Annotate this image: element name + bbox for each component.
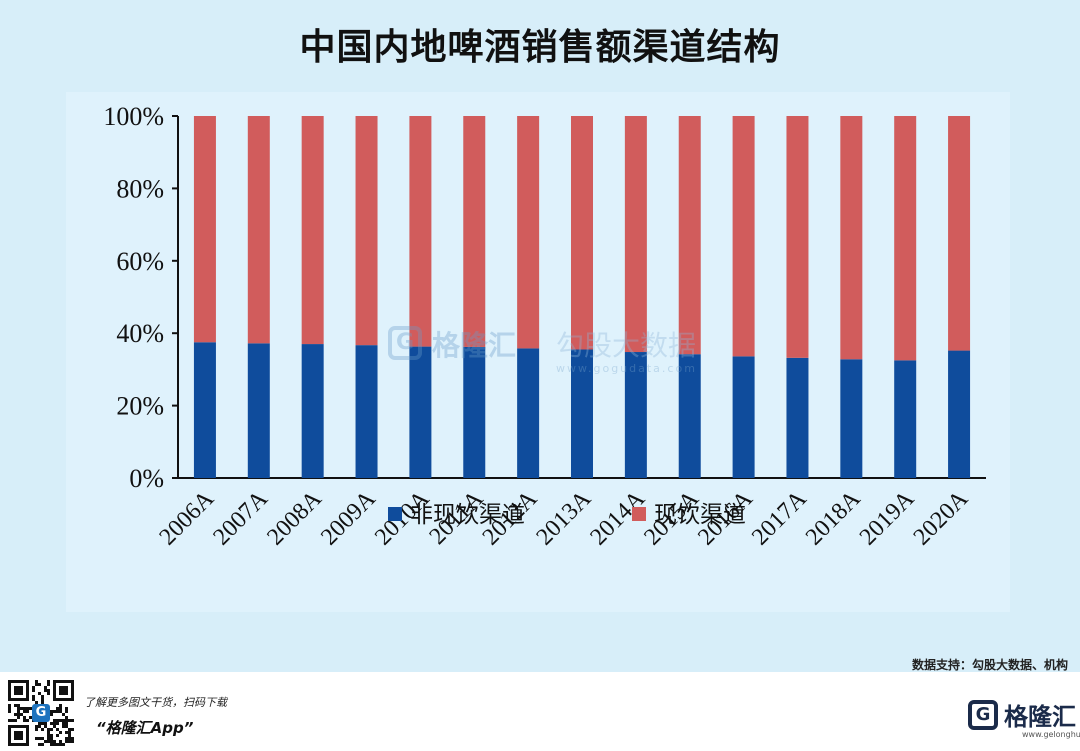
bar-segment-onpremise — [732, 116, 755, 357]
bar-segment-offpremise — [355, 345, 378, 478]
y-tick-label: 20% — [116, 392, 164, 421]
bar-segment-offpremise — [948, 350, 971, 478]
bar-segment-onpremise — [301, 116, 324, 345]
bar-segment-offpremise — [247, 343, 270, 478]
bar-segment-offpremise — [301, 344, 324, 478]
bar-segment-offpremise — [463, 346, 486, 478]
legend-swatch — [632, 507, 646, 521]
bar-segment-onpremise — [463, 116, 486, 347]
brand-url: www.gelonghui.com — [1022, 730, 1080, 739]
bar-segment-offpremise — [732, 356, 755, 478]
legend-swatch — [388, 507, 402, 521]
x-tick-label: 2007A — [208, 485, 273, 550]
bar-segment-onpremise — [247, 116, 270, 344]
promo-text: 了解更多图文干货，扫码下载 — [84, 696, 227, 709]
x-tick-label: 2009A — [316, 485, 381, 550]
bar-segment-onpremise — [948, 116, 971, 351]
x-tick-label: 2017A — [747, 485, 812, 550]
bar-segment-offpremise — [678, 354, 701, 478]
bar-segment-offpremise — [571, 349, 593, 478]
legend-label: 非现饮渠道 — [410, 502, 525, 528]
y-tick-label: 0% — [129, 464, 164, 493]
x-tick-label: 2018A — [801, 485, 866, 550]
bar-segment-offpremise — [786, 357, 809, 478]
bar-segment-offpremise — [624, 352, 647, 478]
chart-title: 中国内地啤酒销售额渠道结构 — [299, 27, 781, 68]
bar-segment-onpremise — [894, 116, 917, 361]
y-tick-label: 40% — [116, 319, 164, 348]
brand-logo-icon: G — [968, 700, 998, 730]
bar-segment-offpremise — [517, 348, 540, 478]
qr-center-logo-icon: G — [32, 704, 50, 722]
chart-panel: 0% 20% 40% 60% 80% 100% 2006A 2007A 2008A 2009A 20… — [66, 92, 1010, 612]
bar-segment-onpremise — [624, 116, 647, 353]
y-tick-label: 60% — [116, 247, 164, 276]
x-tick-label: 2013A — [532, 485, 597, 550]
y-tick-label: 80% — [116, 174, 164, 203]
bar-segment-offpremise — [193, 342, 216, 478]
bar-segment-onpremise — [409, 116, 432, 347]
brand-name: 格隆汇 — [1004, 703, 1076, 731]
x-tick-label: 2020A — [909, 485, 974, 550]
legend-label: 现饮渠道 — [654, 502, 746, 528]
bar-segment-onpremise — [571, 116, 593, 350]
bar-segment-offpremise — [840, 359, 863, 478]
bar-segment-offpremise — [409, 346, 432, 478]
x-tick-label: 2006A — [155, 485, 220, 550]
bar-segment-onpremise — [678, 116, 701, 355]
qr-code[interactable]: G — [8, 680, 74, 746]
data-source: 数据支持：勾股大数据、机构 — [911, 658, 1068, 672]
qr-code-icon — [8, 680, 74, 746]
footer: G 了解更多图文干货，扫码下载 “格隆汇App” G 格隆汇 www.gelon… — [0, 672, 1080, 751]
promo-app-name: “格隆汇App” — [96, 719, 194, 737]
bar-segment-onpremise — [355, 116, 378, 346]
bar-segment-onpremise — [193, 116, 216, 343]
y-tick-label: 100% — [103, 102, 164, 131]
bar-segment-onpremise — [517, 116, 540, 349]
bar-segment-offpremise — [894, 360, 917, 478]
x-tick-label: 2019A — [855, 485, 920, 550]
x-tick-label: 2008A — [262, 485, 327, 550]
bar-segment-onpremise — [840, 116, 863, 360]
bar-segment-onpremise — [786, 116, 809, 358]
